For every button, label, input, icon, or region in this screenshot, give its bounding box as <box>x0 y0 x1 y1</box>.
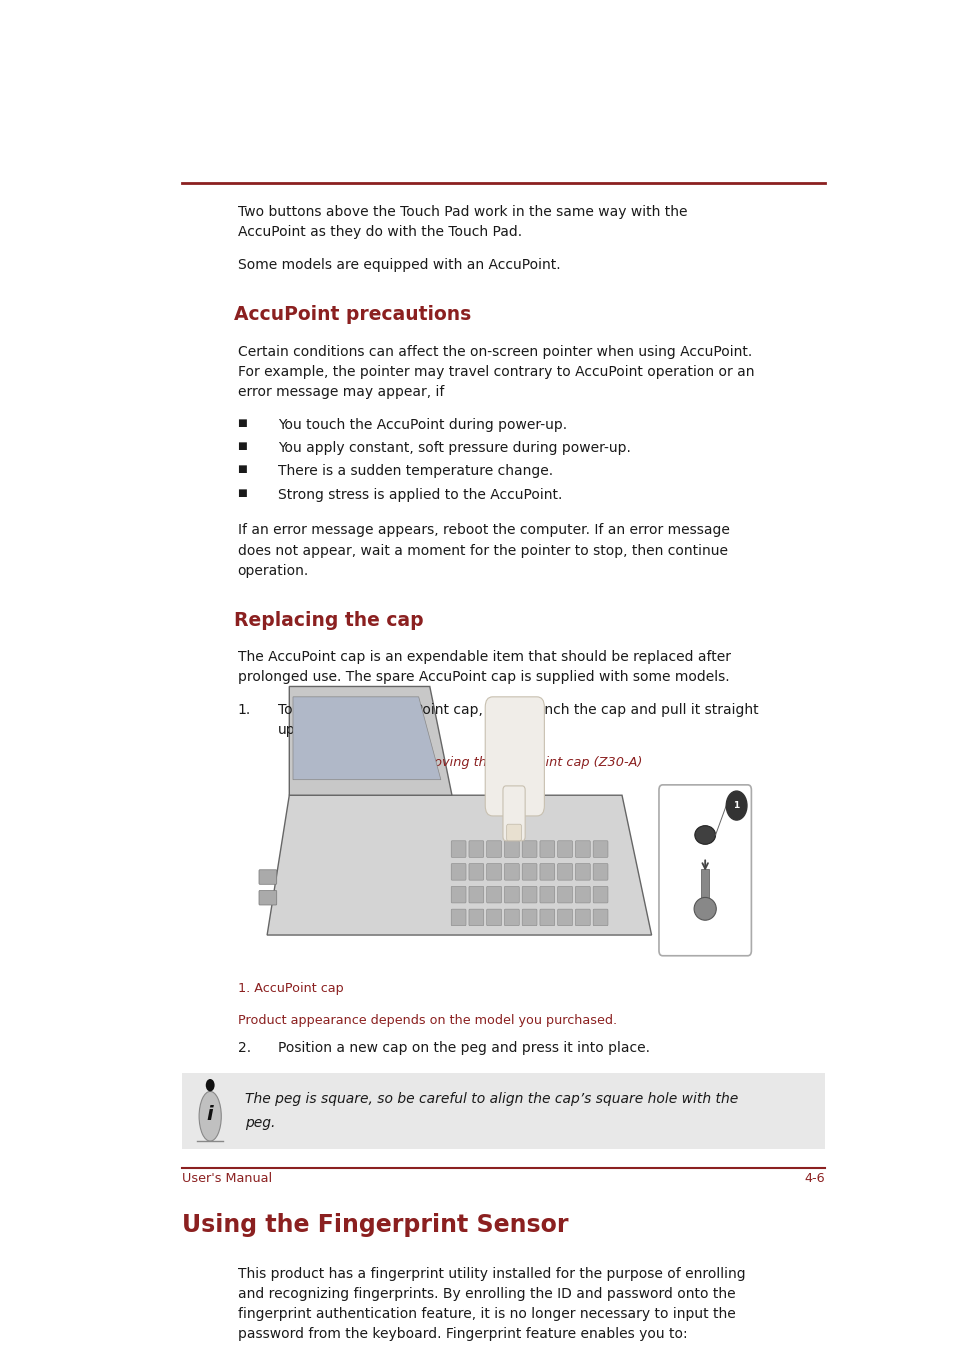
Text: There is a sudden temperature change.: There is a sudden temperature change. <box>278 464 553 479</box>
FancyBboxPatch shape <box>521 863 537 880</box>
FancyBboxPatch shape <box>485 697 544 816</box>
Polygon shape <box>267 795 651 935</box>
FancyBboxPatch shape <box>504 841 518 857</box>
FancyBboxPatch shape <box>521 886 537 902</box>
FancyBboxPatch shape <box>451 886 465 902</box>
Text: Two buttons above the Touch Pad work in the same way with the: Two buttons above the Touch Pad work in … <box>237 204 686 219</box>
Text: You apply constant, soft pressure during power-up.: You apply constant, soft pressure during… <box>278 441 631 455</box>
Text: operation.: operation. <box>237 564 309 578</box>
Ellipse shape <box>694 826 715 845</box>
Text: fingerprint authentication feature, it is no longer necessary to input the: fingerprint authentication feature, it i… <box>237 1307 735 1321</box>
FancyBboxPatch shape <box>469 909 483 925</box>
FancyBboxPatch shape <box>659 785 751 956</box>
Text: ■: ■ <box>237 464 247 475</box>
Text: and recognizing fingerprints. By enrolling the ID and password onto the: and recognizing fingerprints. By enrolli… <box>237 1287 735 1301</box>
Text: 1. AccuPoint cap: 1. AccuPoint cap <box>237 982 343 995</box>
Text: Strong stress is applied to the AccuPoint.: Strong stress is applied to the AccuPoin… <box>278 488 562 502</box>
FancyBboxPatch shape <box>575 841 590 857</box>
Text: ■: ■ <box>237 418 247 428</box>
Text: The peg is square, so be careful to align the cap’s square hole with the: The peg is square, so be careful to alig… <box>245 1092 738 1106</box>
FancyBboxPatch shape <box>521 909 537 925</box>
Text: This product has a fingerprint utility installed for the purpose of enrolling: This product has a fingerprint utility i… <box>237 1267 744 1280</box>
FancyBboxPatch shape <box>593 841 607 857</box>
Circle shape <box>206 1079 214 1091</box>
Polygon shape <box>293 697 440 780</box>
FancyBboxPatch shape <box>521 841 537 857</box>
FancyBboxPatch shape <box>451 841 465 857</box>
Text: The AccuPoint cap is an expendable item that should be replaced after: The AccuPoint cap is an expendable item … <box>237 650 730 664</box>
Text: prolonged use. The spare AccuPoint cap is supplied with some models.: prolonged use. The spare AccuPoint cap i… <box>237 670 728 685</box>
FancyBboxPatch shape <box>486 841 501 857</box>
Text: Replacing the cap: Replacing the cap <box>233 611 423 629</box>
Text: For example, the pointer may travel contrary to AccuPoint operation or an: For example, the pointer may travel cont… <box>237 364 753 379</box>
FancyBboxPatch shape <box>506 824 521 841</box>
FancyBboxPatch shape <box>593 863 607 880</box>
FancyBboxPatch shape <box>469 841 483 857</box>
FancyBboxPatch shape <box>182 1073 824 1149</box>
Text: ■: ■ <box>237 488 247 498</box>
FancyBboxPatch shape <box>504 909 518 925</box>
FancyBboxPatch shape <box>504 886 518 902</box>
Text: does not appear, wait a moment for the pointer to stop, then continue: does not appear, wait a moment for the p… <box>237 543 727 558</box>
Text: up.: up. <box>278 724 300 737</box>
FancyBboxPatch shape <box>504 863 518 880</box>
Text: Using the Fingerprint Sensor: Using the Fingerprint Sensor <box>182 1213 568 1236</box>
Text: If an error message appears, reboot the computer. If an error message: If an error message appears, reboot the … <box>237 523 729 538</box>
Text: error message may appear, if: error message may appear, if <box>237 385 443 399</box>
Ellipse shape <box>199 1091 221 1141</box>
Text: Figure 4-2 Removing the AccuPoint cap (Z30-A): Figure 4-2 Removing the AccuPoint cap (Z… <box>335 756 642 769</box>
Bar <box>700 869 708 915</box>
Text: Product appearance depends on the model you purchased.: Product appearance depends on the model … <box>237 1014 616 1028</box>
FancyBboxPatch shape <box>469 886 483 902</box>
Text: AccuPoint precautions: AccuPoint precautions <box>233 305 471 324</box>
FancyBboxPatch shape <box>575 886 590 902</box>
FancyBboxPatch shape <box>575 863 590 880</box>
Text: password from the keyboard. Fingerprint feature enables you to:: password from the keyboard. Fingerprint … <box>237 1328 686 1341</box>
FancyBboxPatch shape <box>486 909 501 925</box>
Circle shape <box>725 791 746 820</box>
FancyBboxPatch shape <box>258 890 276 905</box>
Polygon shape <box>289 686 452 795</box>
FancyBboxPatch shape <box>575 909 590 925</box>
FancyBboxPatch shape <box>539 886 554 902</box>
FancyBboxPatch shape <box>539 909 554 925</box>
FancyBboxPatch shape <box>558 863 572 880</box>
Ellipse shape <box>694 897 716 920</box>
Text: You touch the AccuPoint during power-up.: You touch the AccuPoint during power-up. <box>278 418 567 432</box>
FancyBboxPatch shape <box>486 886 501 902</box>
Text: AccuPoint as they do with the Touch Pad.: AccuPoint as they do with the Touch Pad. <box>237 225 521 239</box>
Text: 4-6: 4-6 <box>804 1173 824 1185</box>
FancyBboxPatch shape <box>486 863 501 880</box>
Text: peg.: peg. <box>245 1116 275 1130</box>
FancyBboxPatch shape <box>593 886 607 902</box>
FancyBboxPatch shape <box>258 870 276 884</box>
Text: To remove the AccuPoint cap, firmly pinch the cap and pull it straight: To remove the AccuPoint cap, firmly pinc… <box>278 703 758 717</box>
Text: User's Manual: User's Manual <box>182 1173 272 1185</box>
FancyBboxPatch shape <box>469 863 483 880</box>
FancyBboxPatch shape <box>451 909 465 925</box>
FancyBboxPatch shape <box>558 909 572 925</box>
FancyBboxPatch shape <box>451 863 465 880</box>
FancyBboxPatch shape <box>502 785 524 841</box>
FancyBboxPatch shape <box>539 841 554 857</box>
Text: 2.: 2. <box>237 1041 251 1054</box>
Text: ■: ■ <box>237 441 247 451</box>
Text: Some models are equipped with an AccuPoint.: Some models are equipped with an AccuPoi… <box>237 258 559 272</box>
Text: i: i <box>207 1104 213 1123</box>
Text: Position a new cap on the peg and press it into place.: Position a new cap on the peg and press … <box>278 1041 650 1054</box>
FancyBboxPatch shape <box>593 909 607 925</box>
Text: 1: 1 <box>733 802 739 810</box>
Text: 1.: 1. <box>237 703 251 717</box>
FancyBboxPatch shape <box>539 863 554 880</box>
FancyBboxPatch shape <box>558 886 572 902</box>
Text: Certain conditions can affect the on-screen pointer when using AccuPoint.: Certain conditions can affect the on-scr… <box>237 344 751 359</box>
FancyBboxPatch shape <box>558 841 572 857</box>
